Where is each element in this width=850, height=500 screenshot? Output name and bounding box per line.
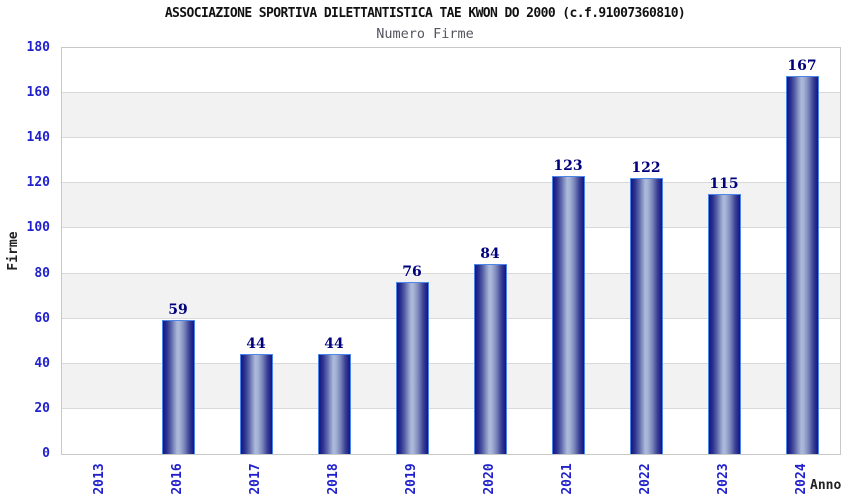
bar: [707, 193, 741, 454]
bar: [551, 175, 585, 454]
bar-value-label: 84: [480, 245, 500, 262]
y-axis-title: Firme: [6, 231, 21, 271]
x-tick-label: 2022: [638, 463, 653, 495]
bar: [161, 319, 195, 454]
x-tick-label: 2016: [170, 463, 185, 495]
gridline: [62, 137, 840, 139]
gridline: [62, 272, 840, 274]
bar: [473, 263, 507, 454]
gridline: [62, 92, 840, 94]
y-tick-label: 120: [26, 175, 50, 191]
y-tick-label: 40: [34, 355, 50, 371]
x-tick-label: 2023: [716, 463, 731, 495]
grid-band: [62, 48, 840, 94]
gridline: [62, 182, 840, 184]
bar-value-label: 44: [246, 335, 266, 352]
bar-value-label: 115: [709, 175, 739, 192]
y-tick-label: 0: [42, 446, 50, 461]
gridline: [62, 227, 840, 229]
chart-subtitle: Numero Firme: [376, 26, 474, 42]
gridline: [62, 407, 840, 409]
bar-value-label: 44: [324, 335, 344, 352]
x-tick-label: 2020: [482, 463, 497, 495]
plot-area: [61, 47, 841, 455]
y-tick-label: 160: [26, 85, 50, 101]
bar-value-label: 59: [168, 301, 188, 318]
y-tick-label: 100: [26, 220, 50, 236]
y-tick-label: 60: [34, 310, 50, 326]
bar-value-label: 76: [402, 263, 422, 280]
y-tick-label: 140: [26, 130, 50, 146]
bar: [395, 281, 429, 454]
y-tick-label: 180: [26, 40, 50, 55]
bar-value-label: 122: [631, 159, 661, 176]
grid-band: [62, 93, 840, 139]
x-tick-label: 2013: [92, 463, 107, 495]
gridline: [62, 362, 840, 364]
x-tick-label: 2017: [248, 463, 263, 495]
bar-value-label: 123: [553, 157, 583, 174]
bar: [239, 353, 273, 454]
x-tick-label: 2019: [404, 463, 419, 495]
x-tick-label: 2018: [326, 463, 341, 495]
x-axis-title: Anno: [810, 478, 842, 493]
x-tick-label: 2021: [560, 463, 575, 495]
bar-value-label: 167: [787, 58, 817, 75]
grid-band: [62, 138, 840, 184]
y-tick-label: 80: [34, 265, 50, 281]
chart-title: ASSOCIAZIONE SPORTIVA DILETTANTISTICA TA…: [164, 6, 686, 21]
gridline: [62, 317, 840, 319]
bar: [629, 177, 663, 454]
x-tick-label: 2024: [794, 463, 809, 495]
bar: [785, 76, 819, 454]
bar: [317, 353, 351, 454]
y-tick-label: 20: [34, 400, 50, 416]
